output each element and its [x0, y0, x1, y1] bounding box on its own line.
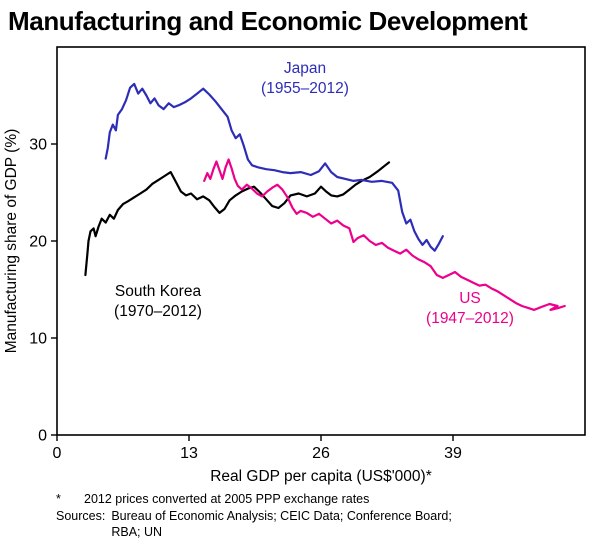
page-title: Manufacturing and Economic Development	[8, 6, 528, 36]
svg-text:13: 13	[180, 445, 198, 462]
sources-line-1: Bureau of Economic Analysis; CEIC Data; …	[111, 508, 452, 523]
south-korea-line	[84, 161, 391, 277]
x-axis-ticks: 0 13 26 39	[53, 435, 462, 462]
svg-text:0: 0	[38, 428, 47, 445]
japan-label-period: (1955–2012)	[261, 80, 349, 97]
plot-border	[56, 46, 586, 436]
us-line	[203, 158, 566, 311]
svg-text:20: 20	[29, 234, 47, 251]
svg-text:26: 26	[312, 445, 330, 462]
svg-text:30: 30	[29, 137, 47, 154]
us-label-period: (1947–2012)	[426, 310, 514, 327]
y-axis-title: Manufacturing share of GDP (%)	[3, 129, 20, 354]
svg-text:0: 0	[53, 445, 62, 462]
y-axis-ticks: 0 10 20 30	[29, 137, 57, 445]
japan-line	[104, 82, 444, 252]
footnote-marker: *	[56, 492, 61, 506]
footnote-text: 2012 prices converted at 2005 PPP exchan…	[84, 492, 370, 506]
us-label: US	[459, 290, 481, 307]
sources-label: Sources:	[56, 508, 106, 523]
footnote-sources: Sources: Bureau of Economic Analysis; CE…	[56, 508, 600, 541]
svg-text:10: 10	[29, 331, 47, 348]
footnotes: * 2012 prices converted at 2005 PPP exch…	[0, 489, 600, 541]
sources-text: Bureau of Economic Analysis; CEIC Data; …	[111, 508, 451, 541]
footnote-asterisk: * 2012 prices converted at 2005 PPP exch…	[56, 491, 600, 508]
south-korea-label-period: (1970–2012)	[114, 303, 202, 320]
line-chart: 0 13 26 39 0 10 20 30 Japan (1955–2012) South …	[3, 46, 586, 485]
south-korea-label: South Korea	[115, 283, 202, 300]
svg-text:39: 39	[444, 445, 462, 462]
japan-label: Japan	[284, 60, 326, 77]
x-axis-title: Real GDP per capita (US$'000)*	[210, 468, 432, 485]
sources-line-2: RBA; UN	[111, 525, 163, 539]
